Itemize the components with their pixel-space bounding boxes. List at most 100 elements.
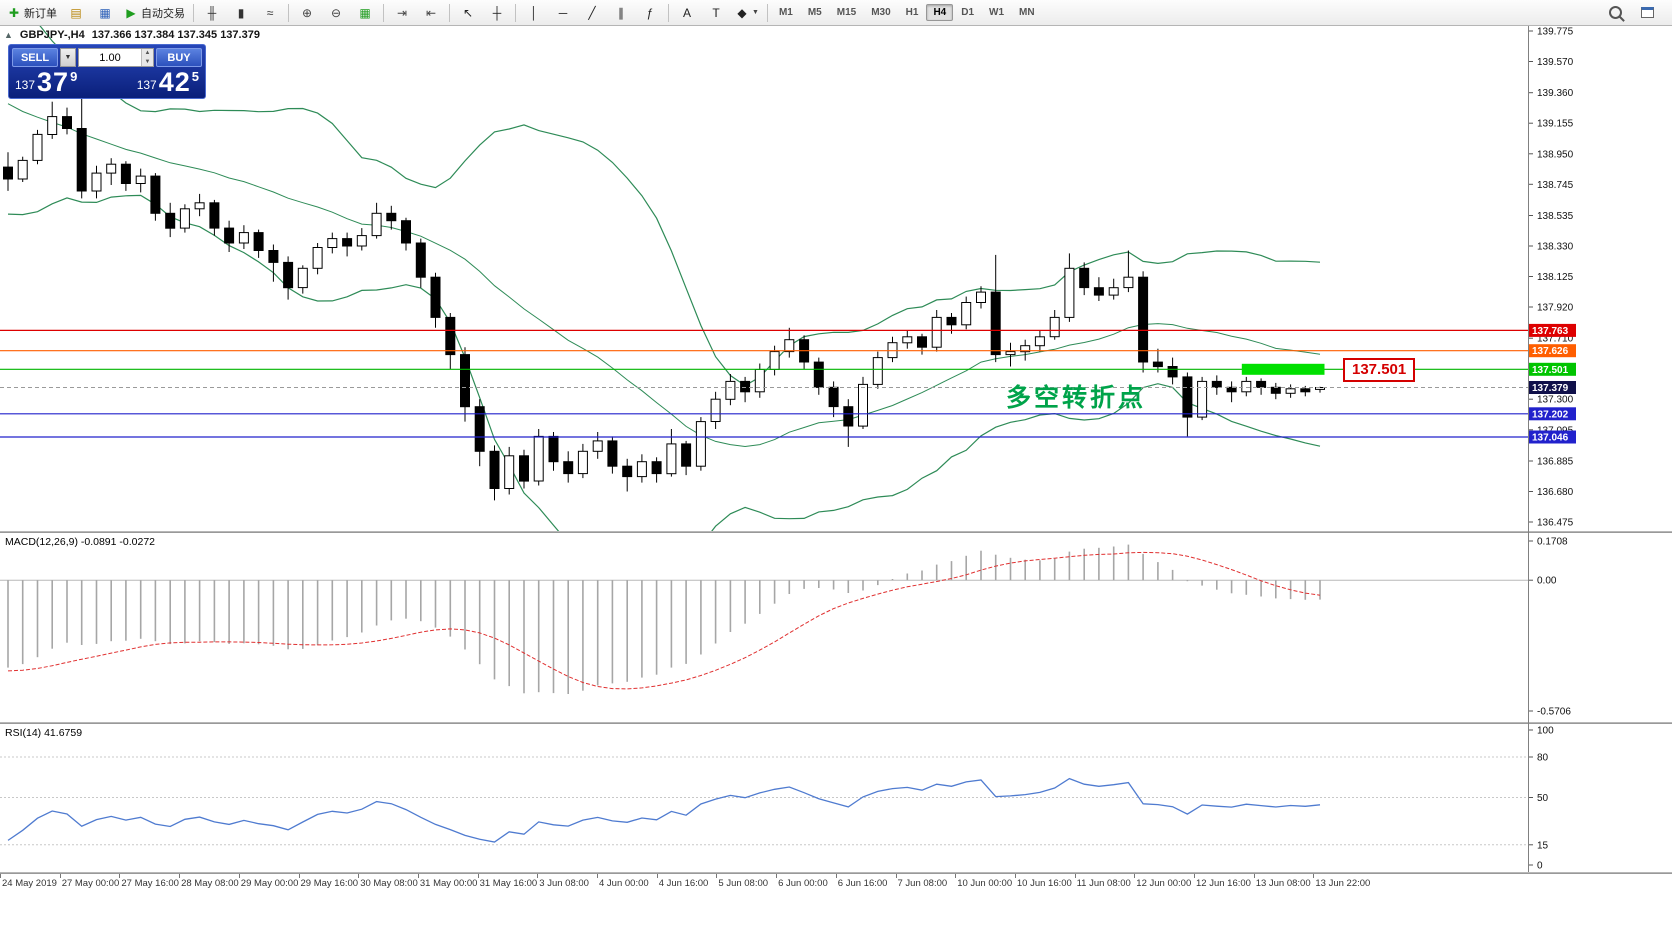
toolbar-separator xyxy=(449,3,450,22)
candle-body xyxy=(445,316,456,356)
price-level-label[interactable]: 137.501 xyxy=(1343,358,1416,382)
time-axis-label: 11 Jun 08:00 xyxy=(1076,878,1131,889)
volume-preset-dropdown[interactable]: ▼ xyxy=(60,48,76,67)
cursor-icon: ↖ xyxy=(462,5,474,20)
time-axis-tick xyxy=(597,874,598,878)
candle-body xyxy=(283,261,294,289)
charts-profile-button[interactable]: ▤ xyxy=(62,2,90,24)
text-button[interactable]: A xyxy=(673,2,701,24)
new-chart-button[interactable]: ▦ xyxy=(351,2,379,24)
arrows-button[interactable]: ◆ ▼ xyxy=(731,2,763,24)
rsi-line xyxy=(7,777,1321,843)
candle-body xyxy=(238,232,249,244)
time-axis-tick xyxy=(298,874,300,878)
timeframe-h1[interactable]: H1 xyxy=(905,7,919,18)
bollinger-lower-band[interactable] xyxy=(7,194,1321,531)
trendline-button[interactable]: ╱ xyxy=(578,2,606,24)
autotrading-button[interactable]: ▶ 自动交易 xyxy=(120,2,189,24)
candle-body xyxy=(931,316,942,348)
line-chart-icon: ≈ xyxy=(266,5,274,20)
charts-profile-icon: ▤ xyxy=(70,5,82,20)
zoom-out-button[interactable]: ⊖ xyxy=(322,2,350,24)
price-marker-label: 137.046 xyxy=(1532,433,1569,444)
one-click-trading-panel: SELL ▼ 1.00 ▲ ▼ BUY 137 37 xyxy=(8,44,206,99)
auto-scroll-icon: ⇥ xyxy=(396,5,408,20)
price-marker-label: 137.501 xyxy=(1532,365,1569,376)
bollinger-middle-band[interactable] xyxy=(7,103,1321,448)
price-marker-label: 137.763 xyxy=(1532,326,1569,337)
timeframe-d1[interactable]: D1 xyxy=(961,7,975,18)
timeframe-m30[interactable]: M30 xyxy=(871,7,891,18)
chart-shift-button[interactable]: ⇤ xyxy=(417,2,445,24)
bid-price[interactable]: 137 37 9 xyxy=(15,67,77,97)
volume-down-icon[interactable]: ▼ xyxy=(142,57,153,66)
volume-stepper[interactable]: ▲ ▼ xyxy=(141,49,153,66)
cursor-button[interactable]: ↖ xyxy=(454,2,482,24)
price-axis-label: 139.775 xyxy=(1537,27,1574,38)
line-chart-button[interactable]: ≈ xyxy=(256,2,284,24)
ask-price[interactable]: 137 42 5 xyxy=(136,69,199,96)
timeframe-m15[interactable]: M15 xyxy=(836,7,857,18)
candlestick-chart-button[interactable]: ▮ xyxy=(227,2,255,24)
rsi-plot[interactable]: 100 80 50 15 0 xyxy=(0,724,1672,872)
text-label-button[interactable]: T xyxy=(702,2,730,24)
timeframe-h4[interactable]: H4 xyxy=(926,4,954,21)
ask-price-prefix: 137 xyxy=(136,78,157,92)
timeframe-mn[interactable]: MN xyxy=(1019,7,1035,18)
price-chart-plot[interactable]: 139.775 139.570 139.360 139.155 138.950 138.7… xyxy=(0,26,1672,531)
sell-button[interactable]: SELL xyxy=(12,48,58,67)
bid-price-big: 37 xyxy=(37,67,70,97)
time-axis-tick xyxy=(1313,874,1315,878)
data-window-button[interactable]: ▦ xyxy=(91,2,119,24)
timeframe-m5[interactable]: M5 xyxy=(807,7,822,18)
candle-body xyxy=(460,354,470,408)
time-axis-label: 5 Jun 08:00 xyxy=(718,878,769,889)
candle-body xyxy=(356,235,367,247)
horizontal-level-lines xyxy=(0,329,1528,438)
bar-chart-button[interactable]: ╫ xyxy=(198,2,226,24)
channel-button[interactable]: ∥ xyxy=(607,2,635,24)
search-button[interactable] xyxy=(1601,2,1629,24)
horizontal-line-button[interactable]: ─ xyxy=(549,2,577,24)
time-axis-label: 12 Jun 00:00 xyxy=(1136,878,1192,889)
fibonacci-button[interactable]: ƒ xyxy=(636,2,664,24)
candle-body xyxy=(828,386,839,408)
candlestick-series xyxy=(3,97,1325,501)
buy-button[interactable]: BUY xyxy=(156,48,202,67)
price-axis[interactable]: 139.775 139.570 139.360 139.155 138.950 138.7… xyxy=(1528,27,1576,529)
bollinger-upper-band[interactable] xyxy=(8,26,1321,387)
timeframe-m1[interactable]: M1 xyxy=(778,7,793,18)
candle-body xyxy=(297,267,308,289)
new-order-icon: ✚ xyxy=(8,5,20,20)
window-icon xyxy=(1640,7,1654,18)
price-axis-label: 137.920 xyxy=(1537,303,1574,314)
price-axis-label: 136.680 xyxy=(1537,487,1574,498)
panel-separator[interactable] xyxy=(0,722,1672,724)
new-order-button[interactable]: ✚ 新订单 xyxy=(3,2,61,24)
turning-point-annotation[interactable]: 多空转折点 xyxy=(1006,384,1147,412)
candle-body xyxy=(3,166,13,180)
candle-body xyxy=(1064,267,1075,318)
time-axis-label: 29 May 00:00 xyxy=(240,878,299,889)
auto-scroll-button[interactable]: ⇥ xyxy=(388,2,416,24)
macd-plot[interactable]: 0.1708 0.00 -0.5706 xyxy=(0,533,1672,722)
open-chart-window-button[interactable] xyxy=(1633,2,1661,24)
time-axis-tick xyxy=(1253,874,1255,878)
candle-body xyxy=(1138,276,1149,363)
volume-up-icon[interactable]: ▲ xyxy=(142,49,153,58)
zoom-in-button[interactable]: ⊕ xyxy=(293,2,321,24)
one-click-collapse-icon[interactable]: ▲ xyxy=(4,30,13,40)
candle-body xyxy=(401,220,411,244)
new-order-button-label: 新订单 xyxy=(24,7,57,20)
price-axis-divider xyxy=(1528,26,1529,872)
candle-body xyxy=(666,443,677,475)
crosshair-button[interactable]: ┼ xyxy=(483,2,511,24)
price-marker-badge xyxy=(1529,323,1576,337)
volume-field[interactable]: 1.00 ▲ ▼ xyxy=(78,48,154,67)
panel-separator[interactable] xyxy=(0,531,1672,533)
time-axis[interactable]: 24 May 2019 27 May 00:00 27 May 16:00 28 Ma… xyxy=(0,874,1672,896)
vertical-line-button[interactable]: │ xyxy=(520,2,548,24)
support-highlight-bar[interactable] xyxy=(1241,363,1325,375)
candle-body xyxy=(371,212,382,237)
timeframe-w1[interactable]: W1 xyxy=(989,7,1005,18)
